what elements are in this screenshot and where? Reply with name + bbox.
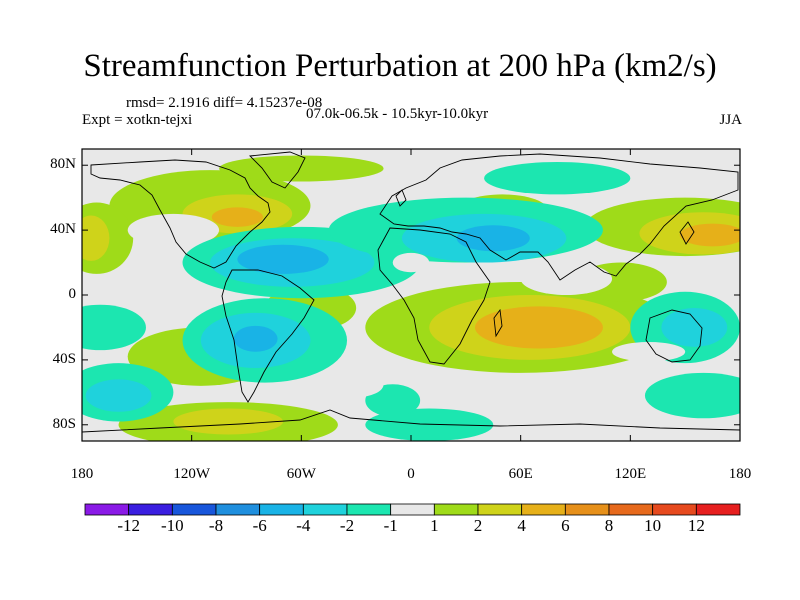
- contour-region-39: [520, 262, 613, 295]
- season-label: JJA: [719, 112, 742, 128]
- colorbar-swatch: [302, 503, 348, 516]
- contour-region-36: [365, 384, 421, 417]
- contour-region-16: [474, 306, 603, 349]
- lat-tick-label: 40N: [50, 221, 76, 238]
- colorbar-swatch: [608, 503, 654, 516]
- colorbar-label: 8: [604, 516, 614, 535]
- lon-tick-label: 180: [728, 466, 752, 482]
- colorbar-label: -1: [383, 516, 398, 535]
- colorbar-label: -6: [252, 516, 267, 535]
- contour-region-31: [85, 379, 152, 412]
- colorbar-swatch: [84, 503, 130, 516]
- coastline-layer: [82, 151, 740, 433]
- lat-tick-label: 40S: [52, 350, 76, 367]
- colorbar-swatch: [259, 503, 304, 516]
- experiment-label: Expt = xotkn-tejxi: [82, 112, 193, 128]
- coastline-africa: [377, 227, 491, 365]
- contour-region-28: [233, 325, 278, 352]
- contour-region-38: [392, 252, 430, 273]
- contour-region-34: [644, 372, 740, 419]
- stats-label: rmsd= 2.1916 diff= 4.15237e-08: [126, 95, 323, 111]
- plot-title: Streamfunction Perturbation at 200 hPa (…: [83, 48, 717, 84]
- lon-tick-label: 60E: [508, 466, 533, 482]
- colorbar-label: -10: [160, 516, 184, 535]
- colorbar-swatch: [171, 503, 217, 516]
- colorbar-label: -8: [208, 516, 224, 535]
- colorbar-swatch: [477, 503, 523, 516]
- colorbar-label: 6: [561, 516, 570, 535]
- contour-region-29: [82, 304, 146, 351]
- colorbar-label: 12: [687, 516, 705, 535]
- axis-ticks: [81, 149, 741, 441]
- contour-region-6: [127, 213, 220, 247]
- coastline-madagascar: [493, 308, 503, 338]
- colorbar-label: 1: [430, 516, 439, 535]
- colorbar-swatch: [652, 503, 697, 516]
- contour-region-22: [237, 244, 329, 274]
- coastline-north-america: [90, 159, 271, 269]
- coastline-japan: [679, 221, 695, 245]
- contour-region-19: [365, 408, 494, 441]
- coastline-australia: [645, 309, 703, 363]
- colorbar-swatch: [695, 503, 741, 516]
- colorbar: [84, 503, 741, 516]
- lat-tick-label: 80S: [52, 415, 76, 432]
- lat-tick-label: 0: [68, 286, 77, 302]
- contour-fill-layer: [82, 155, 740, 441]
- contour-region-9: [173, 408, 284, 435]
- colorbar-label: -12: [117, 516, 140, 535]
- contour-region-5: [82, 215, 110, 261]
- contour-region-37: [328, 371, 384, 398]
- coastline-antarctica: [82, 409, 740, 433]
- colorbar-label: 10: [644, 516, 662, 535]
- lon-tick-label: 120W: [173, 466, 210, 482]
- lon-tick-label: 0: [407, 466, 415, 482]
- contour-region-35: [484, 161, 631, 195]
- coastline-greenland: [249, 151, 306, 189]
- colorbar-swatch: [390, 503, 435, 516]
- colorbar-label: 4: [517, 516, 526, 535]
- contour-region-33: [661, 307, 728, 347]
- colorbar-swatch: [521, 503, 566, 516]
- contour-region-40: [612, 342, 686, 362]
- lat-tick-label: 80N: [50, 156, 76, 173]
- lon-tick-label: 180: [70, 466, 94, 482]
- colorbar-swatch: [128, 503, 173, 516]
- colorbar-swatch: [346, 503, 392, 516]
- colorbar-swatch: [564, 503, 610, 516]
- contour-region-2: [211, 207, 263, 227]
- colorbar-swatch: [433, 503, 479, 516]
- period-label: 07.0k-06.5k - 10.5kyr-10.0kyr: [306, 106, 489, 122]
- lon-tick-label: 60W: [286, 466, 316, 482]
- coastline-eurasia: [379, 153, 739, 281]
- contour-region-25: [456, 225, 530, 252]
- coastline-south-america: [221, 269, 315, 403]
- lon-tick-label: 120E: [614, 466, 647, 482]
- colorbar-label: -4: [296, 516, 311, 535]
- coastline-britain: [395, 189, 407, 207]
- colorbar-label: 2: [473, 516, 483, 535]
- contour-region-3: [219, 155, 384, 182]
- colorbar-swatch: [215, 503, 261, 516]
- colorbar-label: -2: [339, 516, 355, 535]
- contour-region-12: [679, 223, 740, 247]
